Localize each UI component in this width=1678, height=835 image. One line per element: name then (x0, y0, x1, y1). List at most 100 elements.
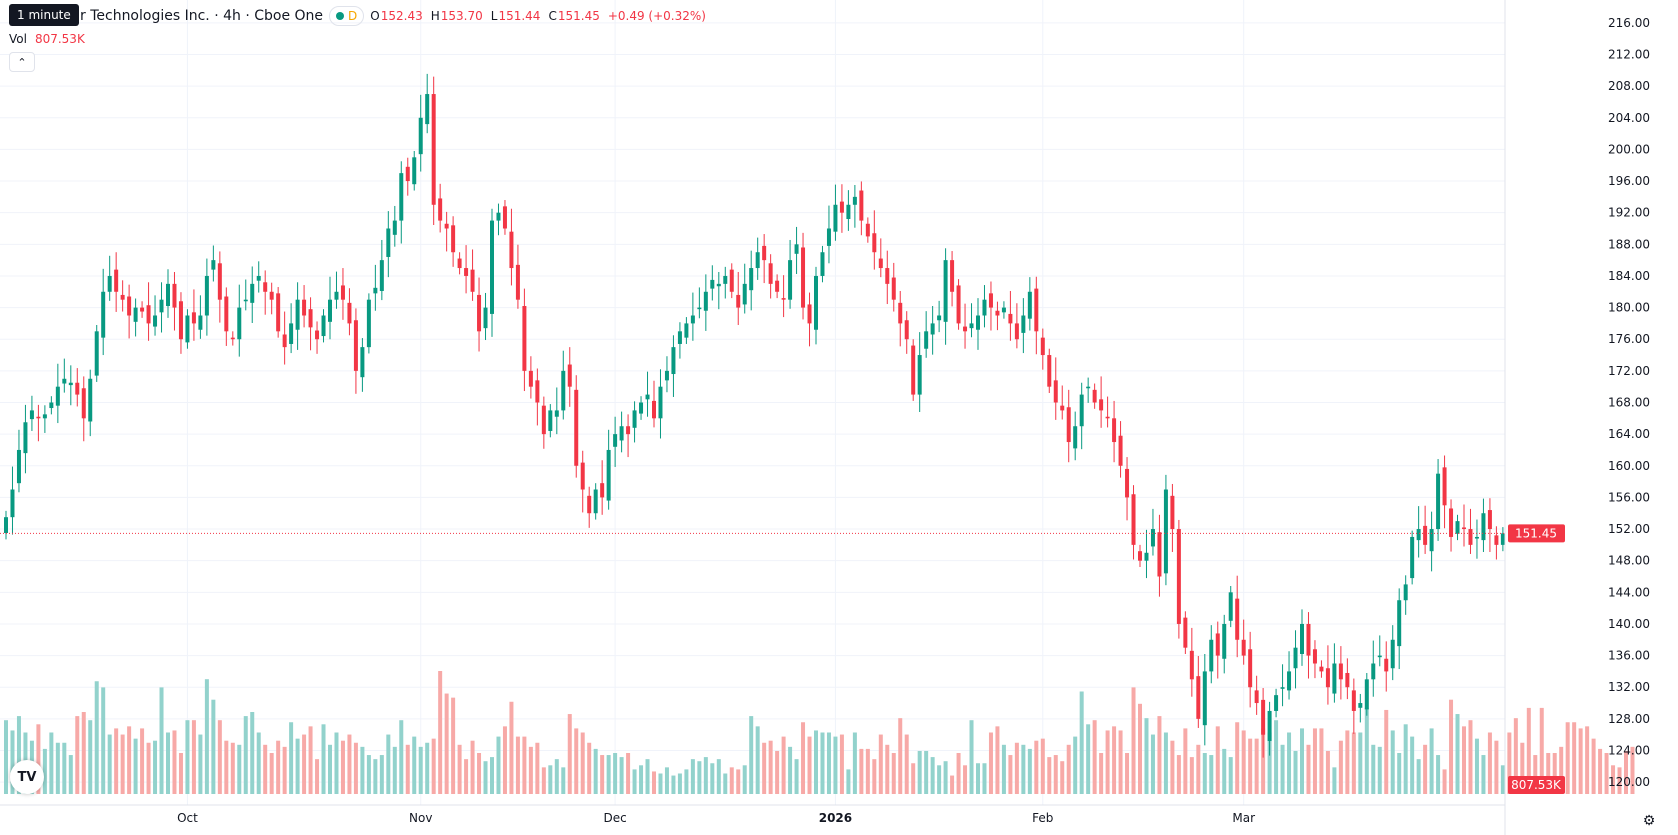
volume-bar (652, 771, 656, 794)
volume-bar (1429, 728, 1434, 794)
price-axis[interactable]: 216.00 212.00 208.00 204.00 200.00 196.00 192.… (1504, 0, 1650, 835)
volume-bar (626, 753, 631, 794)
volume-bar (1345, 730, 1350, 794)
volume-bar (1066, 744, 1071, 794)
volume-bar (1001, 744, 1006, 794)
candle-body (723, 275, 728, 284)
candle-body (1183, 617, 1188, 648)
candle-body (1105, 416, 1110, 419)
candle-body (1228, 592, 1233, 621)
volume-bar (872, 759, 877, 794)
volume-bar (502, 726, 507, 794)
volume-bar (1598, 748, 1603, 794)
volume-bar (664, 767, 669, 794)
volume-bar (289, 722, 294, 794)
volume-bar (852, 732, 857, 794)
candle-body (1345, 672, 1350, 688)
candle-body (1287, 671, 1292, 691)
volume-bar (613, 753, 618, 794)
candle-body (1034, 288, 1039, 332)
candle-body (1125, 468, 1130, 498)
price-tick-label: 184.00 (1608, 269, 1650, 283)
volume-bar (230, 742, 235, 794)
candle-body (217, 263, 222, 300)
volume-bar (755, 726, 760, 794)
volume-bar (185, 720, 190, 794)
volume-bar (1358, 732, 1363, 794)
candle-body (1494, 535, 1499, 545)
price-tick-label: 160.00 (1608, 459, 1650, 473)
candle-body (23, 422, 28, 454)
volume-bar (1118, 730, 1123, 794)
candle-body (55, 386, 60, 406)
volume-bar (1306, 744, 1311, 794)
candle-body (950, 260, 955, 292)
volume-label: Vol (9, 32, 27, 46)
volume-bar (211, 699, 216, 794)
price-tick-label: 120.00 (1608, 775, 1650, 789)
candle-body (1118, 435, 1123, 466)
candle-body (716, 283, 721, 287)
candle-body (995, 310, 1000, 316)
time-axis[interactable]: Oct Nov Dec 2026 Feb Mar (0, 804, 1505, 825)
candle-body (1436, 473, 1441, 530)
volume-bar (541, 767, 546, 794)
volume-bar (1552, 753, 1557, 794)
time-tick-label: Feb (1032, 811, 1053, 825)
candle-body (904, 320, 909, 340)
volume-bar (988, 732, 993, 794)
candle-body (321, 315, 326, 337)
candle-body (373, 287, 378, 294)
candle-body (114, 269, 119, 292)
volume-bar (781, 736, 786, 794)
volume-bar (690, 759, 695, 794)
volume-bar (120, 734, 125, 794)
volume-bar (859, 748, 864, 794)
volume-bar (133, 738, 138, 794)
gear-icon[interactable]: ⚙ (1642, 813, 1656, 829)
volume-bar (619, 757, 624, 794)
candle-body (1163, 489, 1168, 574)
volume-bar (1565, 722, 1570, 794)
volume-bar (172, 730, 177, 794)
candle-body (749, 268, 754, 291)
volume-bar (360, 746, 365, 794)
volume-bar (224, 740, 229, 794)
candle-body (399, 173, 404, 221)
candle-body (146, 305, 151, 324)
price-tick-label: 176.00 (1608, 332, 1650, 346)
candle-body (178, 301, 183, 340)
collapse-legend-button[interactable]: ⌃ (9, 52, 35, 72)
tradingview-logo-icon[interactable]: TV (10, 760, 44, 794)
market-status-chip[interactable]: D (329, 6, 365, 26)
price-tick-label: 200.00 (1608, 142, 1650, 156)
candle-body (75, 382, 80, 395)
candle-body (1371, 663, 1376, 680)
symbol-title[interactable]: r Technologies Inc. · 4h · Cboe One (80, 8, 324, 24)
volume-bar (81, 712, 86, 794)
volume-value: 807.53K (34, 32, 85, 46)
symbol-legend: r Technologies Inc. · 4h · Cboe One D O1… (8, 6, 706, 26)
volume-bar (930, 757, 935, 794)
volume-bar (321, 724, 326, 794)
candle-body (898, 302, 903, 324)
volume-bar (600, 755, 605, 794)
candle-body (814, 275, 818, 330)
volume-bar (1254, 738, 1259, 794)
volume-bar (956, 753, 961, 794)
volume-bar (483, 761, 488, 794)
candle-body (1144, 552, 1149, 561)
volume-bar (237, 744, 242, 794)
candle-body (315, 330, 320, 340)
candle-body (1092, 389, 1097, 403)
candle-body (1001, 307, 1006, 313)
volume-bar (101, 687, 106, 794)
candle-body (522, 306, 527, 371)
chart-grid (0, 0, 1505, 805)
candle-body (243, 299, 248, 302)
candle-body (1209, 639, 1214, 672)
candle-body (742, 283, 747, 305)
volume-bar (1403, 724, 1408, 794)
volume-bar (1280, 744, 1285, 794)
